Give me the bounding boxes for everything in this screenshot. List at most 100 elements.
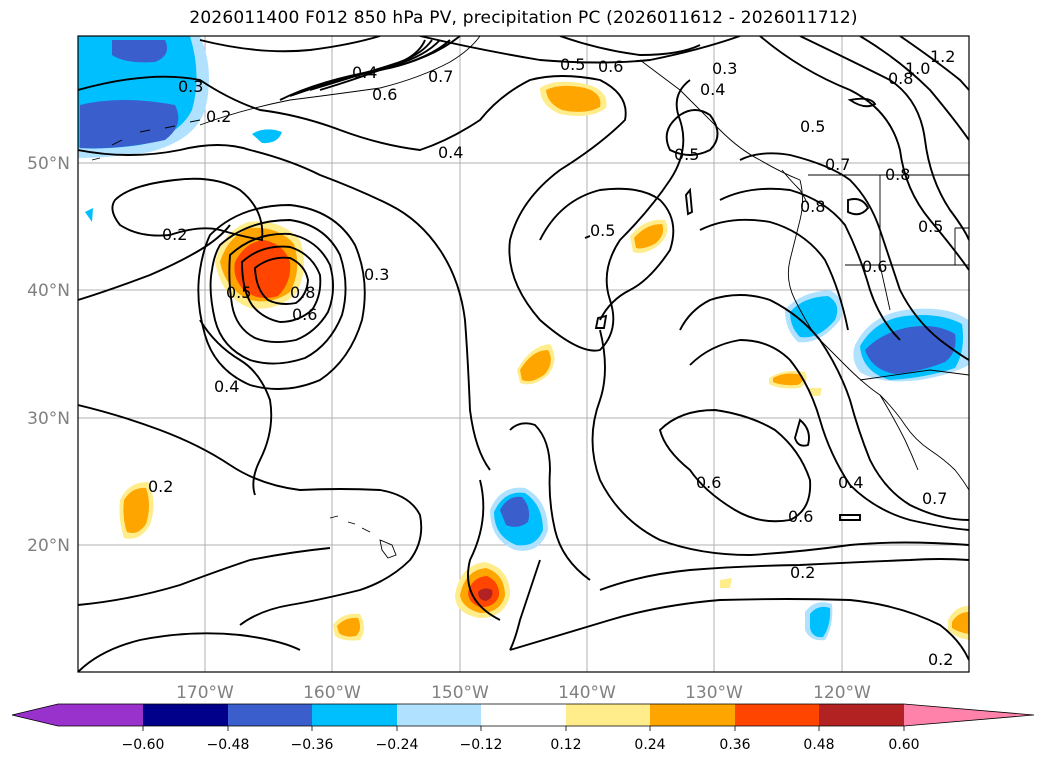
- contour-label: 0.2: [790, 563, 815, 582]
- coastlines: [91, 36, 969, 559]
- colorbar-outline: [11, 703, 1035, 727]
- pv-contour: [679, 294, 969, 521]
- precip-neg-southeast-small-core: [810, 606, 831, 638]
- us-mexico-border: [859, 369, 969, 381]
- contour-label: 0.2: [148, 477, 173, 496]
- colorbar-tick-label: 0.36: [719, 737, 750, 753]
- map-background: [78, 36, 969, 672]
- pv-contour: [419, 36, 741, 64]
- contour-label: 0.8: [290, 283, 315, 302]
- pv-contour: [78, 224, 231, 301]
- map-frame: [77, 35, 970, 673]
- pv-contour: [467, 479, 501, 621]
- precip-neg-small-2: [85, 208, 93, 222]
- pv-contour: [241, 245, 322, 323]
- pv-contour: [699, 218, 849, 331]
- pv-contour: [509, 559, 541, 651]
- pv-contour: [599, 558, 969, 591]
- pv-contour: [509, 598, 969, 661]
- pv-contour: [78, 144, 491, 471]
- contour-label: 1.0: [905, 59, 930, 78]
- latitude-labels: 50°N 40°N 30°N 20°N: [27, 154, 70, 556]
- precip-pos-small-east-core: [773, 373, 803, 386]
- pv-contour: [78, 547, 331, 606]
- pv-contour: [559, 36, 701, 56]
- map-panel: 0.3 0.2 0.4 0.6 0.4 0.5 0.6 0.7 0.4 0.3 …: [77, 35, 970, 673]
- contour-label: 0.2: [206, 107, 231, 126]
- pv-contour: [794, 418, 810, 447]
- lon-label: 140°W: [558, 683, 616, 703]
- colorbar-tick-label: 0.12: [550, 737, 581, 753]
- contour-label: 0.2: [928, 650, 953, 669]
- colorbar-tick-label: 0.24: [634, 737, 665, 753]
- aleutian-islands: [91, 119, 201, 161]
- contour-label: 0.3: [712, 59, 737, 78]
- pv-contour: [859, 36, 969, 141]
- contour-label: 0.4: [214, 377, 239, 396]
- precip-pos-south-deep: [478, 588, 493, 601]
- contour-label: 0.6: [696, 473, 721, 492]
- lat-label: 40°N: [27, 281, 70, 301]
- colorbar-bin: [312, 704, 397, 726]
- pv-contour: [78, 404, 423, 626]
- precip-shading: [78, 36, 969, 641]
- precip-neg-northwest-deep: [80, 100, 179, 149]
- lat-label: 50°N: [27, 154, 70, 174]
- colorbar-tick-label: 0.48: [803, 737, 834, 753]
- colorbar-bin: [143, 704, 228, 726]
- contour-label: 0.6: [862, 257, 887, 276]
- lon-label: 160°W: [303, 683, 361, 703]
- pv-contour: [759, 36, 969, 271]
- colorbar-tick-label: −0.48: [207, 737, 250, 753]
- precip-neg-east-core: [865, 326, 956, 374]
- alaska-coast: [199, 36, 481, 126]
- precip-pos-west-core: [234, 240, 291, 298]
- pv-contour: [199, 319, 273, 496]
- baja-california: [879, 394, 919, 471]
- pv-contour: [847, 198, 870, 216]
- contour-label: 0.6: [598, 57, 623, 76]
- contour-label: 0.4: [352, 63, 377, 82]
- pv-contour: [78, 75, 691, 352]
- colorbar-extend-high: [904, 704, 1034, 726]
- contour-label: 0.8: [888, 69, 913, 88]
- pv-contour: [509, 422, 591, 581]
- contour-label: 0.5: [560, 55, 585, 74]
- colorbar-bin: [481, 704, 566, 726]
- contour-label: 0.8: [800, 197, 825, 216]
- pv-contour: [839, 514, 861, 521]
- colorbar-tick-label: 0.60: [888, 737, 919, 753]
- contour-label: 0.5: [918, 217, 943, 236]
- pv-contour: [539, 187, 675, 321]
- lat-label: 30°N: [27, 409, 70, 429]
- contour-label: 0.6: [372, 85, 397, 104]
- precip-neg-northwest-top: [112, 40, 168, 63]
- pv-contour: [665, 109, 719, 156]
- pv-contour: [719, 187, 901, 341]
- contour-label: 0.5: [800, 117, 825, 136]
- lat-label: 20°N: [27, 536, 70, 556]
- pv-contour: [78, 632, 301, 672]
- precip-neg-northeast-small-core: [790, 296, 838, 338]
- colorbar-bin: [228, 704, 312, 726]
- colorbar-bin: [58, 704, 143, 726]
- longitude-labels: 170°W 160°W 150°W 140°W 130°W 120°W: [176, 683, 871, 703]
- contour-label: 0.6: [788, 507, 813, 526]
- colorbar-tick-label: −0.60: [122, 737, 165, 753]
- contour-label: 0.7: [428, 67, 453, 86]
- colorbar-bin: [819, 704, 904, 726]
- north-america-coast: [787, 179, 969, 491]
- pv-contour: [847, 97, 877, 108]
- precip-pos-small-southeast-core: [952, 612, 969, 634]
- contour-label: 0.5: [590, 221, 615, 240]
- colorbar-bin: [566, 704, 650, 726]
- pv-contour: [111, 177, 264, 242]
- hawaii: [329, 515, 397, 559]
- pv-contour: [591, 329, 969, 556]
- map-title: 2026011400 F012 850 hPa PV, precipitatio…: [189, 8, 858, 28]
- pv-contour: [254, 256, 309, 305]
- precip-pos-small-south-core: [337, 617, 361, 637]
- pv-contour: [199, 36, 381, 53]
- contour-label: 0.6: [292, 305, 317, 324]
